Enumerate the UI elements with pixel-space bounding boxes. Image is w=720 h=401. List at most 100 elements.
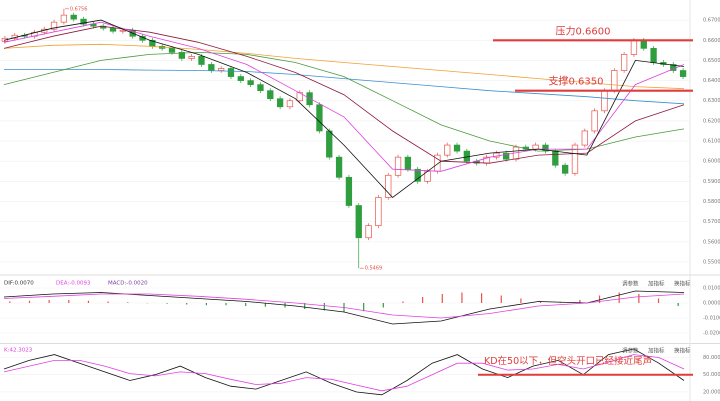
- indicator-line: [3, 354, 685, 392]
- level-label: 支撑0.6350: [549, 75, 604, 88]
- macd-bar: [579, 300, 581, 303]
- candle-body: [404, 156, 412, 170]
- indicator-header: MACD:-0.0020: [108, 281, 148, 287]
- candle-body: [394, 156, 402, 176]
- candle-body: [60, 14, 68, 23]
- macd-bar: [9, 301, 11, 303]
- candle-body: [561, 164, 569, 174]
- candle-body: [80, 18, 87, 25]
- y-tick-label: 0.6500: [703, 58, 720, 64]
- macd-bar: [48, 300, 50, 303]
- macd-bar: [461, 292, 463, 303]
- macd-bar: [186, 303, 188, 305]
- y-tick-label: 0.6600: [703, 38, 720, 44]
- macd-bar: [598, 295, 601, 303]
- macd-bar: [363, 303, 365, 312]
- y-tick-label: 0.0100: [703, 286, 720, 292]
- indicator-line: [3, 290, 685, 325]
- candle-body: [208, 64, 215, 71]
- indicator-header: DIF:0.0070: [4, 281, 34, 287]
- macd-bar: [481, 293, 483, 303]
- panel-button[interactable]: 换指标: [674, 347, 691, 355]
- macd-bar: [225, 303, 227, 306]
- macd-bar: [618, 292, 620, 303]
- panel-button[interactable]: 调参数: [622, 347, 639, 355]
- macd-bar: [559, 302, 561, 303]
- candle-body: [237, 76, 244, 81]
- candle-body: [444, 144, 451, 156]
- candle-body: [198, 56, 205, 65]
- macd-bar: [205, 303, 207, 306]
- candle-body: [50, 21, 58, 30]
- candle-body: [571, 144, 579, 174]
- candle-body: [257, 84, 264, 92]
- indicator-line: [3, 348, 685, 396]
- candle-body: [630, 39, 638, 55]
- candle-body: [414, 168, 421, 182]
- y-tick-label: 0.6300: [703, 98, 720, 104]
- panel-button[interactable]: 换指标: [674, 280, 691, 288]
- y-tick-label: -0.0100: [703, 316, 720, 322]
- macd-bar: [657, 298, 660, 303]
- macd-bar: [127, 302, 129, 303]
- candle-body: [70, 14, 77, 20]
- indicator-line: [4, 69, 685, 105]
- extreme-label: 0.6756: [70, 6, 88, 12]
- candle-body: [365, 225, 372, 239]
- y-tick-label: 80.0000: [703, 355, 720, 361]
- indicator-line: [3, 19, 685, 199]
- candle-body: [109, 27, 117, 32]
- y-tick-label: 0.6400: [703, 78, 720, 84]
- y-tick-label: 0.6700: [703, 18, 720, 24]
- candle-body: [375, 197, 382, 227]
- indicator-line: [3, 25, 685, 164]
- y-tick-label: 0.6100: [703, 139, 720, 145]
- macd-bar: [245, 303, 247, 306]
- candle-body: [650, 48, 657, 63]
- macd-bar: [304, 303, 306, 309]
- macd-bar: [107, 301, 109, 303]
- candle-body: [355, 205, 362, 239]
- candle-body: [493, 152, 500, 158]
- candle-body: [227, 68, 235, 77]
- macd-bar: [28, 300, 31, 303]
- candle-body: [601, 90, 608, 112]
- indicator-line: [3, 43, 685, 90]
- macd-bar: [500, 295, 502, 303]
- macd-bar: [441, 294, 443, 303]
- y-tick-label: 0.0000: [703, 301, 720, 307]
- macd-bar: [402, 301, 404, 303]
- panel-button[interactable]: 加指标: [648, 347, 665, 355]
- candle-body: [453, 144, 461, 152]
- y-tick-label: 50.0000: [703, 372, 720, 378]
- macd-bar: [264, 303, 266, 307]
- candle-body: [247, 80, 254, 85]
- candle-body: [679, 70, 687, 77]
- y-tick-label: 0.6000: [703, 159, 720, 165]
- candle-body: [178, 52, 185, 59]
- macd-bar: [68, 300, 70, 303]
- macd-bar: [87, 300, 90, 303]
- candle-body: [385, 174, 392, 198]
- level-label: 压力0.6600: [556, 24, 611, 37]
- candle-body: [620, 54, 628, 71]
- macd-bar: [520, 298, 522, 303]
- candle-body: [345, 176, 353, 206]
- candle-body: [276, 98, 284, 108]
- macd-bar: [677, 303, 679, 306]
- candle-body: [591, 110, 598, 132]
- candle-body: [581, 130, 588, 146]
- y-tick-label: 0.5600: [703, 239, 720, 245]
- panel-button[interactable]: 加指标: [648, 280, 665, 288]
- indicator-line: [3, 293, 685, 319]
- y-tick-label: 0.5700: [703, 219, 720, 225]
- indicator-header: K:42.3023: [4, 348, 33, 354]
- indicator-header: DEA:-0.0093: [56, 281, 91, 287]
- candle-body: [326, 130, 333, 158]
- panel-button[interactable]: 调参数: [622, 280, 639, 288]
- candle-body: [503, 152, 510, 160]
- y-tick-label: 20.0000: [703, 389, 720, 395]
- extreme-label: 0.5469: [365, 266, 383, 272]
